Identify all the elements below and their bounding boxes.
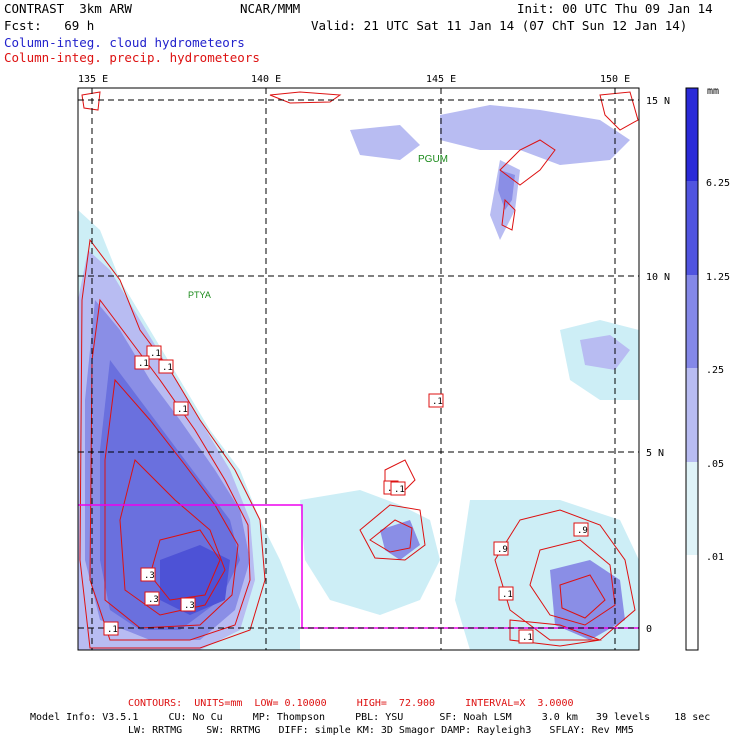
lon-label: 150 E bbox=[600, 74, 630, 85]
contour-label-box bbox=[390, 481, 406, 496]
colorbar-swatch bbox=[686, 88, 698, 181]
map-frame bbox=[77, 87, 640, 651]
colorbar-tick: .25 bbox=[706, 365, 724, 376]
contour-label-box bbox=[173, 401, 189, 416]
contour-label: .1 bbox=[138, 359, 149, 369]
model-info-line1: Model Info: V3.5.1 CU: No Cu MP: Thompso… bbox=[30, 712, 711, 723]
contour-label: .1 bbox=[432, 397, 443, 407]
contour-labels: .1.1.1.1.1.1.9.3.3.3.1.9.1.1.1 bbox=[103, 345, 589, 644]
valid-time: Valid: 21 UTC Sat 11 Jan 14 (07 ChT Sun … bbox=[311, 18, 688, 33]
contour-label: .1 bbox=[107, 625, 118, 635]
organization-label: NCAR/MMM bbox=[240, 1, 301, 16]
contour-label: .1 bbox=[502, 590, 513, 600]
colorbar-swatch bbox=[686, 275, 698, 368]
contour-label-box bbox=[498, 586, 514, 601]
contour-label-box bbox=[428, 393, 444, 408]
contour-label-box bbox=[140, 567, 156, 582]
contour-label: .1 bbox=[522, 633, 533, 643]
contour-label-box bbox=[573, 522, 589, 537]
colorbar-tick: 1.25 bbox=[706, 272, 730, 283]
model-title: CONTRAST 3km ARW bbox=[4, 1, 132, 16]
contour-label: .3 bbox=[148, 595, 159, 605]
station-label-ptya: PTYA bbox=[188, 290, 211, 300]
lon-label: 135 E bbox=[78, 74, 108, 85]
colorbar-tick: .05 bbox=[706, 459, 724, 470]
contour-label: .3 bbox=[184, 601, 195, 611]
colorbar-unit: mm bbox=[707, 86, 719, 97]
contour-label-box bbox=[144, 591, 160, 606]
contour-label-box bbox=[103, 621, 119, 636]
colorbar-tick: 6.25 bbox=[706, 178, 730, 189]
contour-label: .3 bbox=[144, 571, 155, 581]
contour-label: .9 bbox=[497, 545, 508, 555]
contour-label-box bbox=[493, 541, 509, 556]
station-label-pgum: PGUM bbox=[418, 154, 448, 165]
contour-label-box bbox=[134, 355, 150, 370]
colorbar-frame bbox=[685, 87, 699, 651]
colorbar-swatch bbox=[686, 555, 698, 650]
contour-label: .1 bbox=[177, 405, 188, 415]
lon-label: 140 E bbox=[251, 74, 281, 85]
colorbar: mm 6.25 1.25 .25 .05 .01 bbox=[685, 86, 730, 651]
lon-label: 145 E bbox=[426, 74, 456, 85]
contour-label: .1 bbox=[394, 485, 405, 495]
colorbar-swatch bbox=[686, 462, 698, 555]
contour-label: .1 bbox=[150, 349, 161, 359]
colorbar-swatch bbox=[686, 368, 698, 462]
lat-label: 0 bbox=[646, 624, 652, 635]
forecast-hour: Fcst: 69 h bbox=[4, 18, 95, 33]
model-info-line2: LW: RRTMG SW: RRTMG DIFF: simple KM: 3D … bbox=[128, 725, 634, 736]
contour-label-box bbox=[158, 359, 174, 374]
lat-label: 10 N bbox=[646, 272, 670, 283]
contour-label-box bbox=[146, 345, 162, 360]
field-label-precip: Column-integ. precip. hydrometeors bbox=[4, 50, 260, 65]
colorbar-swatch bbox=[686, 181, 698, 275]
contour-label: .9 bbox=[577, 526, 588, 536]
contour-info: CONTOURS: UNITS=mm LOW= 0.10000 HIGH= 72… bbox=[128, 698, 574, 709]
colorbar-tick: .01 bbox=[706, 552, 724, 563]
lat-label: 15 N bbox=[646, 96, 670, 107]
contour-label: .1 bbox=[162, 363, 173, 373]
field-label-cloud: Column-integ. cloud hydrometeors bbox=[4, 35, 245, 50]
precip-contours bbox=[79, 91, 639, 649]
init-time: Init: 00 UTC Thu 09 Jan 14 bbox=[517, 1, 713, 16]
lat-lon-grid bbox=[78, 88, 639, 650]
lat-label: 5 N bbox=[646, 448, 664, 459]
contour-label-box bbox=[518, 629, 534, 644]
contour-label-box bbox=[180, 597, 196, 612]
